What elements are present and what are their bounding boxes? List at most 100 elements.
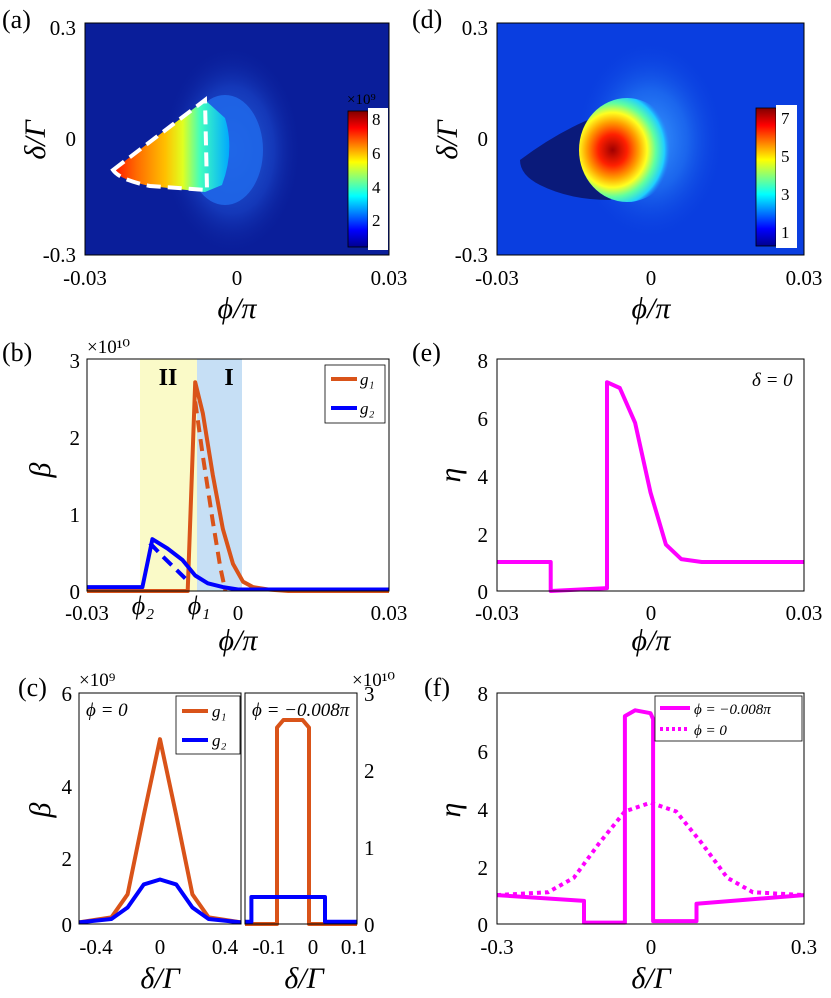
x-tick-label: -0.1	[252, 935, 285, 959]
y-multiplier-left: ×10⁹	[79, 670, 116, 691]
colorbar-d: 7 5 3 1	[755, 105, 797, 248]
y-axis-label: δ/Γ	[19, 118, 52, 159]
plot-area-c-right	[245, 718, 357, 926]
series-line-b-2	[87, 537, 389, 592]
legend-label: g₂	[360, 399, 375, 418]
y-tick-label-right: 2	[364, 759, 375, 783]
legend-f: ϕ = −0.008π ϕ = 0	[654, 695, 803, 742]
panel-c-label: (c)	[18, 673, 47, 702]
heatmap-a	[85, 23, 389, 255]
y-tick-label: 0	[478, 913, 489, 937]
legend-label: g₂	[212, 731, 227, 750]
panel-d-label: (d)	[412, 5, 442, 34]
colorbar-a-tick: 4	[372, 178, 381, 197]
x-tick-label: 0	[646, 601, 657, 625]
y-tick-label: 4	[478, 798, 489, 822]
x-tick-label: -0.03	[475, 266, 519, 290]
plot-area-f	[496, 708, 805, 925]
y-tick-label: -0.3	[455, 243, 488, 267]
y-tick-label: 2	[62, 847, 73, 871]
colorbar-a-tick: 6	[372, 144, 381, 163]
y-tick-label: 2	[70, 426, 81, 450]
x-axis-label: δ/Γ	[631, 962, 672, 995]
y-tick-label: 0	[70, 580, 81, 604]
series-line-e-0	[497, 380, 804, 593]
plot-area-b	[87, 380, 389, 593]
panel-c: (c) ×10⁹ ×10¹⁰ ϕ = 0 ϕ = −0.008π g₁ g₂ 6…	[18, 670, 395, 995]
legend-label: g₁	[360, 370, 374, 389]
x-tick-label: 0	[646, 266, 657, 290]
legend-b: g₁ g₂	[324, 364, 386, 424]
x-tick-label: 0.03	[786, 266, 823, 290]
y-tick-label-right: 0	[364, 913, 375, 937]
colorbar-d-tick: 1	[781, 223, 790, 242]
series-line-c-left-0	[78, 737, 242, 925]
x-axis-label: ϕ/π	[218, 292, 258, 325]
x-axis-label: δ/Γ	[140, 962, 181, 995]
y-axis-label: β	[24, 462, 57, 478]
heatmap-d-peak	[579, 98, 675, 202]
heatmap-a-hotspot	[113, 100, 230, 192]
x-axis-label: ϕ/π	[632, 624, 672, 657]
x-tick-label: 0	[646, 935, 657, 959]
y-tick-label: 0.3	[462, 16, 488, 40]
series-line-c-right-0	[245, 718, 357, 926]
y-tick-label: 6	[62, 682, 73, 706]
x-tick-label: 0.03	[786, 601, 823, 625]
x-tick-label: 0	[308, 935, 319, 959]
y-tick-label: 6	[478, 407, 489, 431]
y-axis-label: δ/Γ	[431, 118, 464, 159]
y-tick-label: 0	[478, 127, 489, 151]
panel-b: (b) ×10¹⁰ II I g₁ g₂ 3 2 1 0 -0.03 0 0.0…	[2, 337, 407, 657]
y-tick-label-right: 1	[364, 836, 375, 860]
y-axis-label: η	[434, 803, 467, 818]
y-axis-label: η	[434, 468, 467, 483]
colorbar-a-tick: 8	[372, 110, 381, 129]
phi1-marker-label: ϕ₁	[188, 591, 211, 620]
y-tick-label: 6	[478, 740, 489, 764]
y-tick-label: 8	[478, 682, 489, 706]
colorbar-d-tick: 3	[781, 185, 790, 204]
series-line-f-1	[496, 800, 805, 898]
heatmap-d	[497, 23, 804, 255]
region-II-label: II	[159, 365, 178, 391]
x-tick-label: -0.3	[480, 935, 513, 959]
legend-label: ϕ = −0.008π	[694, 702, 771, 718]
series-line-c-left-1	[78, 877, 242, 925]
plot-area-c-left	[78, 737, 242, 925]
colorbar-a-tick: 2	[372, 211, 381, 230]
colorbar-a: ×10⁹ 8 6 4 2	[347, 92, 388, 250]
y-tick-label: 0	[478, 580, 489, 604]
annotation-delta: δ = 0	[752, 370, 793, 391]
series-line-f-0	[496, 708, 805, 925]
panel-d: (d) 7 5 3 1 0.3 0 -0.3 -0.03 0 0.03 ϕ/π …	[412, 5, 822, 325]
x-tick-label: 0	[155, 935, 166, 959]
y-tick-label: 1	[70, 503, 81, 527]
legend-label: ϕ = 0	[694, 723, 727, 739]
x-tick-label: 0.1	[341, 935, 367, 959]
colorbar-d-tick: 7	[781, 109, 790, 128]
y-tick-label: 2	[478, 523, 489, 547]
colorbar-a-exponent: ×10⁹	[347, 92, 376, 108]
x-axis-label: ϕ/π	[632, 292, 672, 325]
y-tick-label: -0.3	[43, 243, 76, 267]
x-tick-label: -0.03	[65, 601, 109, 625]
y-tick-label: 0	[66, 127, 77, 151]
x-tick-label: 0	[232, 266, 243, 290]
panel-f: (f) ϕ = −0.008π ϕ = 0 8 6 4 2 0 -0.3 0 0…	[424, 673, 817, 995]
panel-b-label: (b)	[2, 338, 32, 367]
region-boundary-dashed	[110, 96, 210, 193]
region-I-label: I	[224, 365, 233, 391]
colorbar-d-tick: 5	[781, 147, 790, 166]
y-tick-label: 8	[478, 349, 489, 373]
x-tick-label: 0.4	[212, 935, 239, 959]
panel-e: (e) δ = 0 8 6 4 2 0 -0.03 0 0.03 ϕ/π η	[412, 338, 822, 657]
plot-area-e	[497, 380, 804, 593]
x-tick-label: -0.03	[475, 601, 519, 625]
panel-a-label: (a)	[2, 5, 31, 34]
annotation-phi-left: ϕ = 0	[86, 700, 128, 721]
x-axis-label: ϕ/π	[219, 624, 259, 657]
y-tick-label: 4	[62, 775, 73, 799]
x-tick-label: 0.03	[371, 266, 408, 290]
